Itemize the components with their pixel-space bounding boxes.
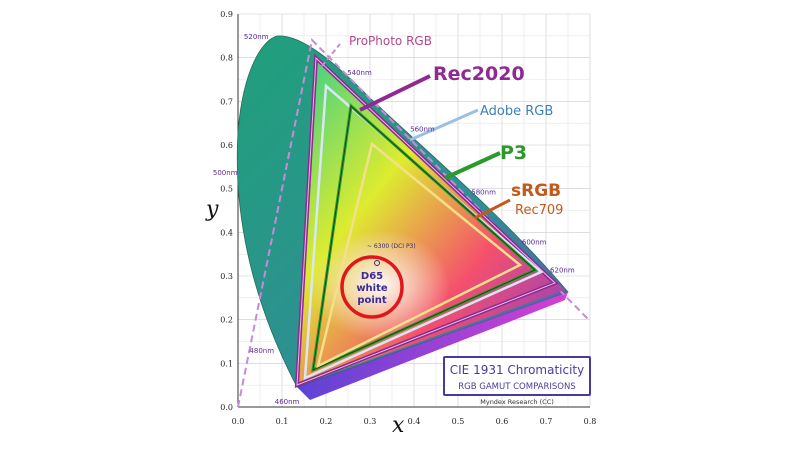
p3-leader: [444, 151, 501, 180]
rec2020-leader: [359, 74, 431, 112]
y-tick-label: 0.4: [220, 228, 233, 237]
wavelength-label: 460nm: [275, 398, 300, 406]
rec709-label: Rec709: [515, 203, 563, 218]
wavelength-label: 560nm: [410, 126, 435, 134]
prophoto-leader: [321, 43, 341, 67]
d65-line2: white: [356, 283, 388, 294]
x-tick-label: 0.5: [452, 417, 465, 426]
adobe-rgb-label: Adobe RGB: [480, 104, 553, 119]
d65-line1: D65: [361, 271, 383, 282]
y-tick-label: 0.1: [220, 359, 233, 368]
y-tick-label: 0.5: [220, 185, 233, 194]
label-leaders: [321, 43, 511, 220]
rec2020-label: Rec2020: [433, 63, 525, 85]
y-axis-letter: y: [205, 197, 219, 222]
x-tick-label: 0.0: [232, 417, 245, 426]
dci-p3-label: ~ 6300 (DCI P3): [367, 243, 416, 250]
title-box: CIE 1931 Chromaticity RGB GAMUT COMPARIS…: [443, 356, 591, 406]
x-axis-letter: x: [392, 413, 405, 438]
y-tick-label: 0.9: [220, 10, 233, 19]
title-text: CIE 1931 Chromaticity: [450, 363, 584, 377]
y-tick-label: 0.6: [220, 141, 233, 150]
x-tick-label: 0.3: [364, 417, 377, 426]
x-tick-label: 0.8: [584, 417, 597, 426]
d65-highlight-circle: [340, 255, 404, 319]
x-tick-label: 0.6: [496, 417, 509, 426]
wavelength-label: 500nm: [213, 169, 238, 177]
wavelength-label: 540nm: [347, 69, 372, 77]
y-tick-label: 0.2: [220, 316, 233, 325]
d65-marker: [374, 260, 380, 266]
subtitle-text: RGB GAMUT COMPARISONS: [458, 382, 576, 392]
wavelength-label: 520nm: [244, 33, 269, 41]
y-tick-label: 0.8: [220, 54, 233, 63]
axis-ticks: 0.0 0.1 0.2 0.3 0.4 0.5 0.6 0.7 0.8 0.0 0.1 0.2 0.3 0…: [220, 10, 596, 426]
srgb-leader: [474, 198, 511, 220]
x-tick-label: 0.2: [320, 417, 333, 426]
purple-line-region: [297, 292, 568, 400]
credit-text: Myndex Research (CC): [480, 398, 554, 406]
srgb-triangle: [316, 141, 523, 369]
wavelength-label: 580nm: [471, 188, 496, 196]
x-tick-label: 0.7: [540, 417, 553, 426]
y-tick-label: 0.7: [220, 97, 233, 106]
rec2020-halo: [296, 56, 556, 386]
prophoto-boundary: [237, 37, 591, 408]
x-tick-label: 0.4: [408, 417, 421, 426]
x-tick-label: 0.1: [276, 417, 289, 426]
y-tick-label: 0.3: [220, 272, 233, 281]
p3-label: P3: [500, 142, 527, 164]
d65-line3: point: [357, 295, 387, 306]
adobe-leader: [409, 108, 479, 142]
wavelength-label: 620nm: [550, 267, 575, 275]
y-tick-label: 0.0: [220, 403, 233, 412]
srgb-label: sRGB: [511, 181, 561, 201]
p3-halo: [312, 105, 536, 371]
title-box-frame: [443, 356, 591, 396]
prophoto-label: ProPhoto RGB: [349, 34, 432, 48]
wavelength-label: 600nm: [522, 239, 547, 247]
wavelength-label: 480nm: [249, 347, 274, 355]
wavelength-labels: 460nm 480nm 500nm 520nm 540nm 560nm 580nm 600nm…: [213, 33, 575, 406]
